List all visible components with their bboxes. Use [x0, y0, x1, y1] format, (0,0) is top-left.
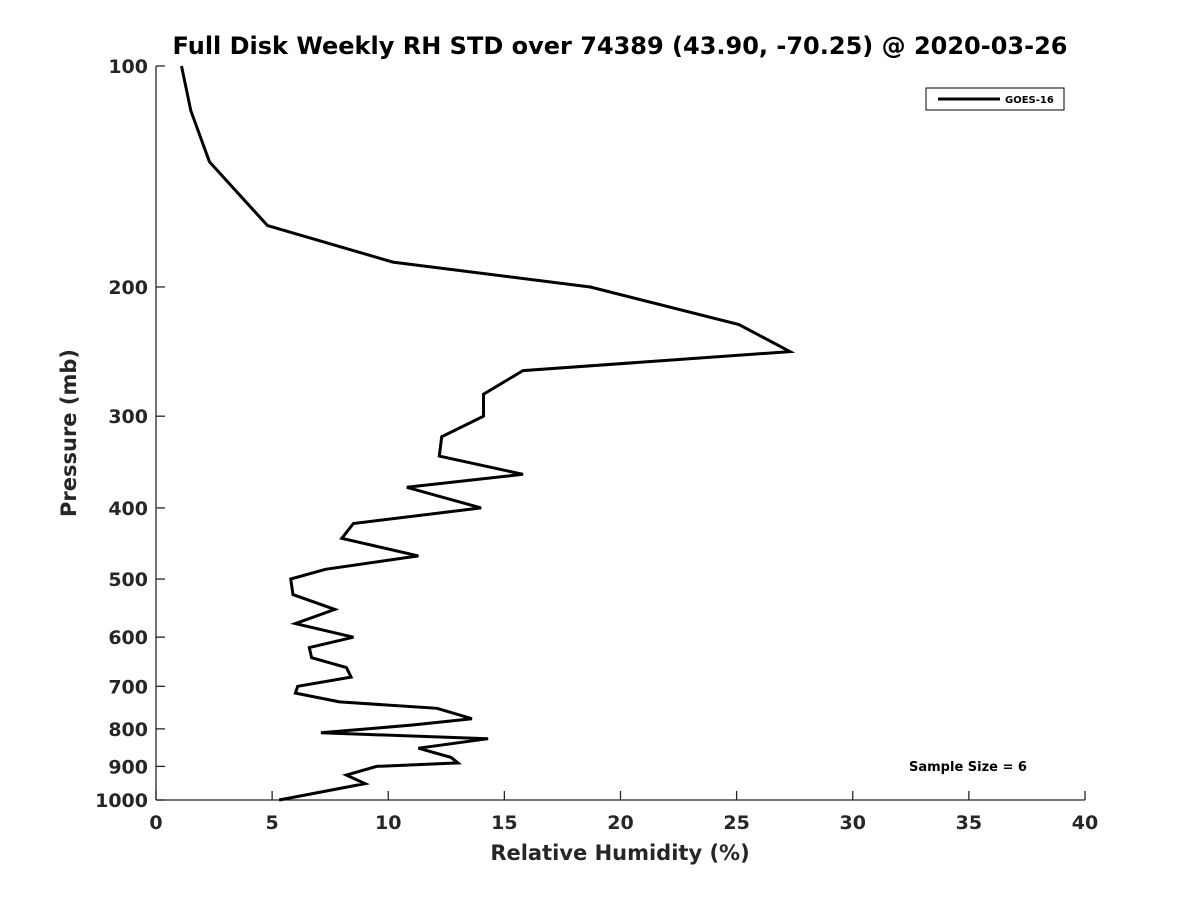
y-tick-label: 800: [108, 719, 148, 741]
x-axis-label: Relative Humidity (%): [490, 841, 749, 865]
y-tick-label: 700: [108, 676, 148, 698]
x-tick-label: 5: [266, 812, 279, 834]
x-tick-label: 10: [375, 812, 401, 834]
x-tick-label: 30: [840, 812, 866, 834]
y-tick-label: 500: [108, 569, 148, 591]
y-tick-label: 100: [108, 56, 148, 78]
y-tick-label: 300: [108, 406, 148, 428]
y-axis: 100 200 300 400 500 600 700 800 900 1000: [95, 56, 165, 812]
y-tick-label: 900: [108, 756, 148, 778]
y-tick-label: 600: [108, 627, 148, 649]
x-tick-label: 35: [956, 812, 982, 834]
y-tick-label: 200: [108, 277, 148, 299]
legend: GOES-16: [925, 87, 1065, 111]
y-axis-label: Pressure (mb): [57, 349, 81, 517]
x-tick-label: 20: [607, 812, 633, 834]
chart-title: Full Disk Weekly RH STD over 74389 (43.9…: [173, 32, 1068, 60]
sample-size-annotation: Sample Size = 6: [909, 760, 1027, 775]
x-tick-label: 15: [491, 812, 517, 834]
x-tick-label: 25: [723, 812, 749, 834]
series-line-goes16: [180, 65, 796, 802]
x-axis: 0 5 10 15 20 25 30 35 40: [149, 791, 1098, 834]
y-tick-label: 1000: [95, 790, 148, 812]
x-tick-label: 40: [1072, 812, 1098, 834]
legend-label-goes16: GOES-16: [1005, 95, 1054, 106]
x-tick-label: 0: [149, 812, 162, 834]
y-tick-label: 400: [108, 498, 148, 520]
